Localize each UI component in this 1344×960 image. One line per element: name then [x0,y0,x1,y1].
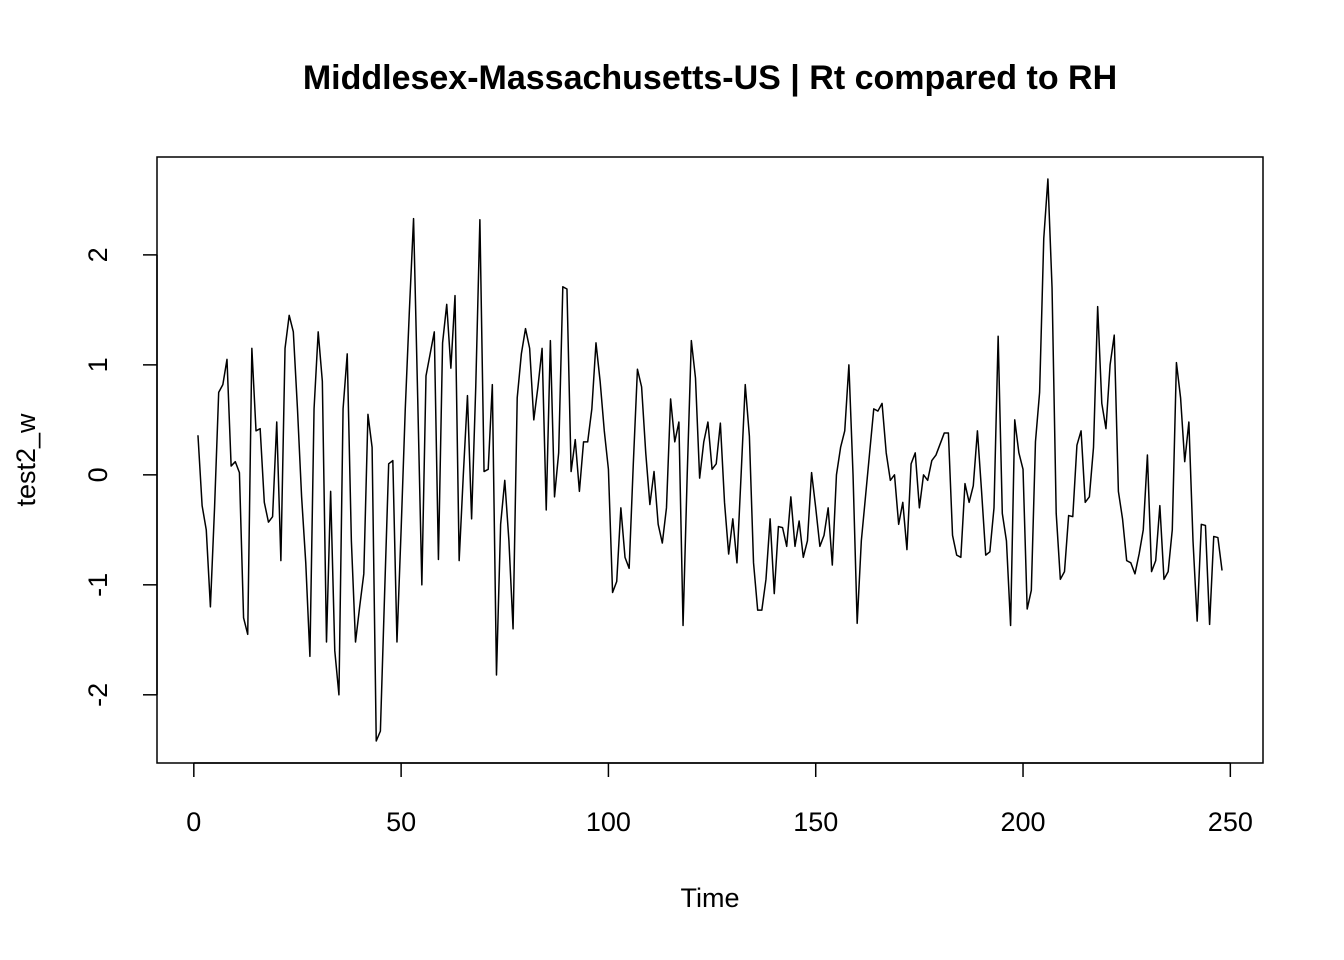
x-tick-label: 100 [586,807,631,837]
x-tick-label: 0 [186,807,201,837]
y-tick-label: 1 [83,357,113,372]
x-tick-label: 200 [1000,807,1045,837]
x-axis-label: Time [681,883,740,913]
y-tick-label: -1 [83,573,113,597]
x-tick-label: 250 [1208,807,1253,837]
chart-title: Middlesex-Massachusetts-US | Rt compared… [303,59,1117,97]
y-tick-label: -2 [83,683,113,707]
x-tick-label: 150 [793,807,838,837]
y-tick-label: 2 [83,247,113,262]
y-axis-label: test2_w [11,413,41,507]
x-tick-label: 50 [386,807,416,837]
series-line [197,178,1223,742]
y-tick-label: 0 [83,467,113,482]
